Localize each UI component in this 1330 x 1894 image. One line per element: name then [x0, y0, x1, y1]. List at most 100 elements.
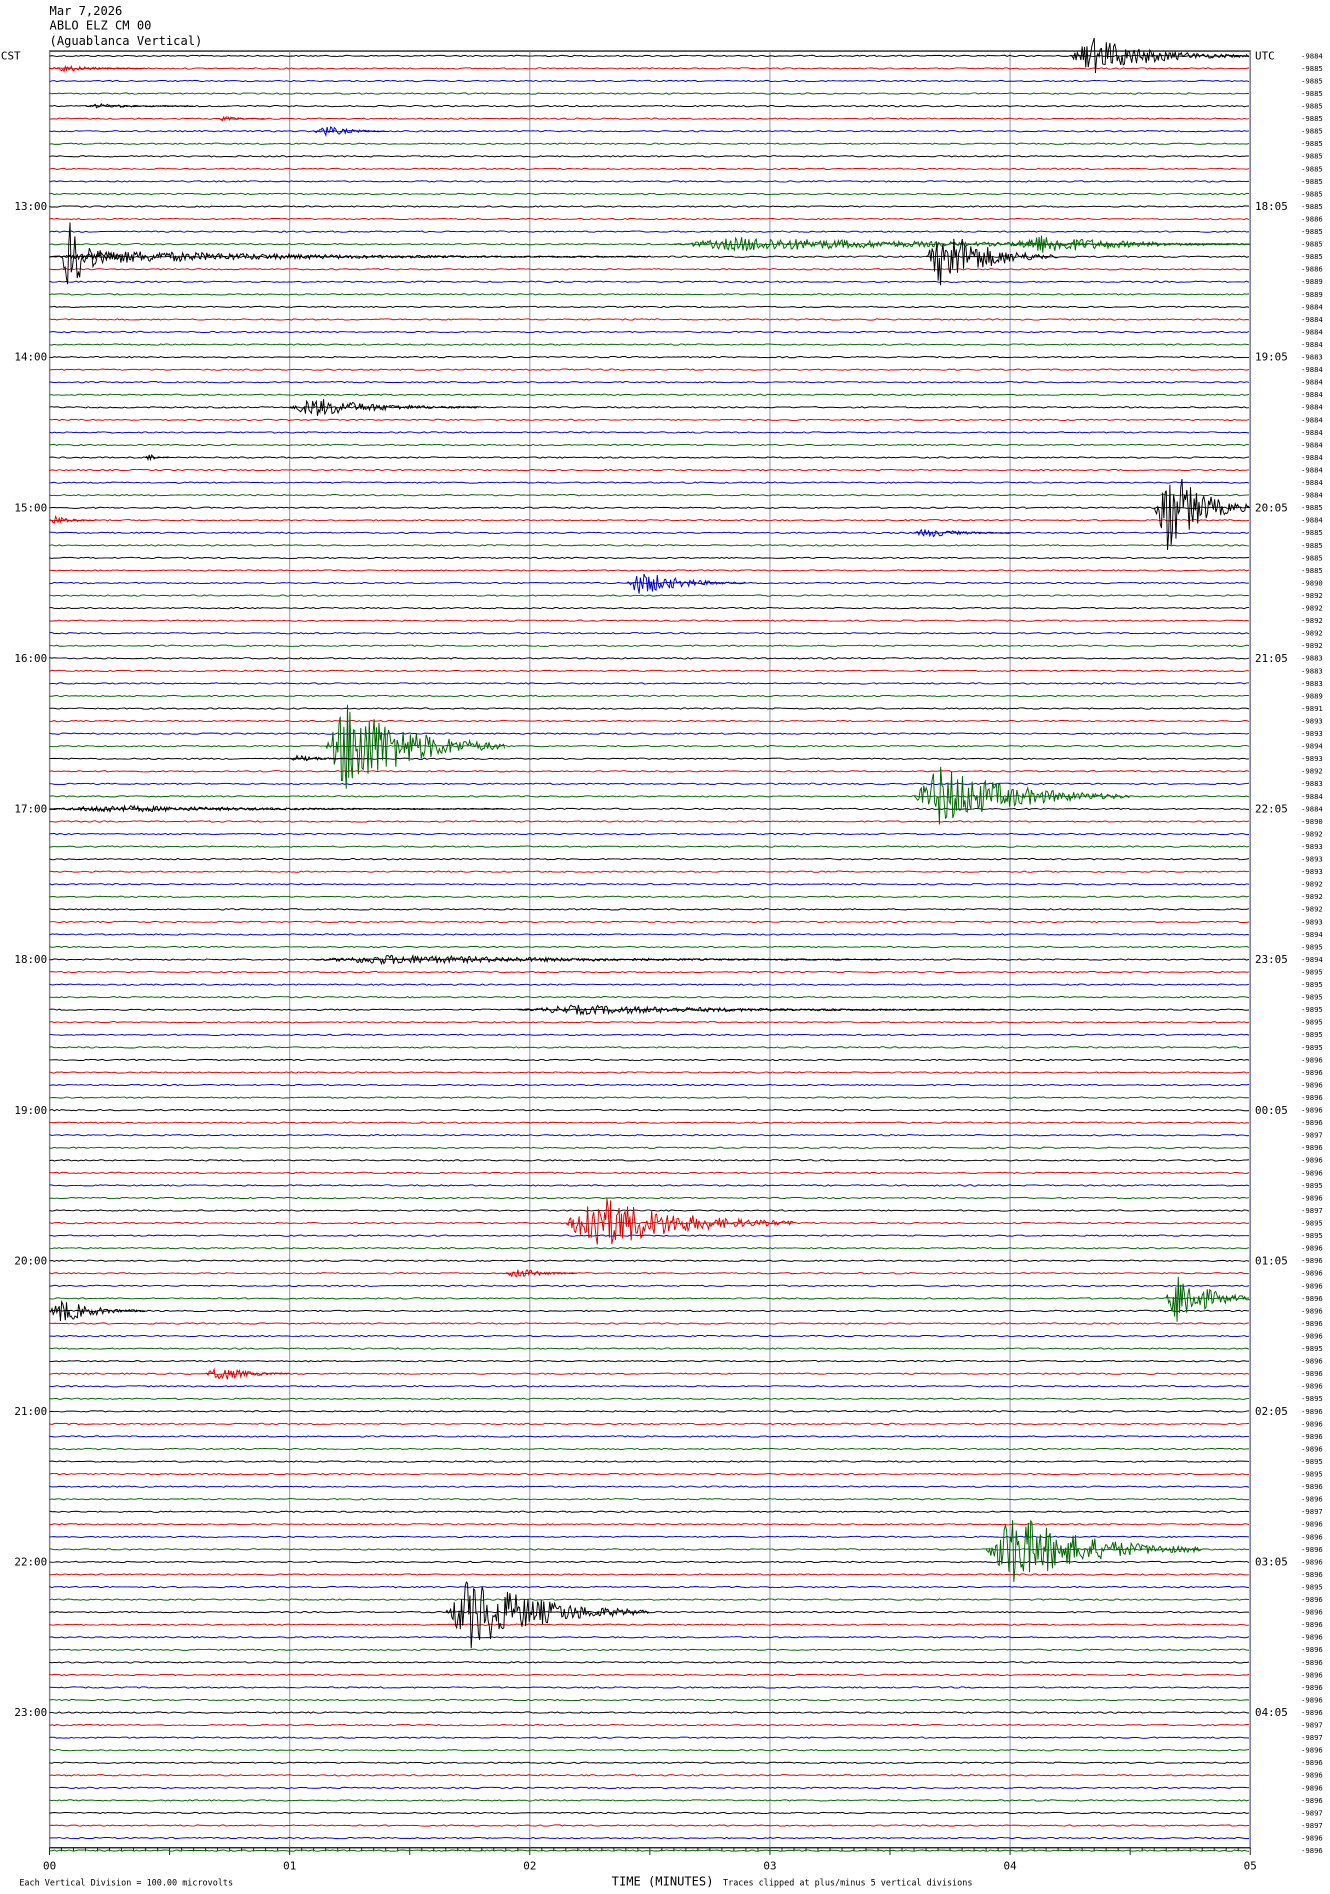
trace [49, 1447, 1250, 1451]
trace [49, 544, 1250, 547]
line-value: -9885 [1301, 202, 1323, 211]
trace [49, 1372, 1250, 1375]
trace [49, 1849, 1250, 1852]
trace [49, 167, 1250, 171]
line-value: -9895 [1301, 1043, 1323, 1052]
trace [49, 1698, 1250, 1702]
line-value: -9892 [1301, 591, 1323, 600]
cst-label: 21:00 [14, 1405, 47, 1418]
line-value: -9884 [1301, 302, 1323, 311]
line-value: -9885 [1301, 152, 1323, 161]
seismic-event [49, 250, 650, 263]
trace [49, 1058, 1250, 1062]
trace [49, 1008, 1250, 1011]
trace [49, 1146, 1250, 1149]
title-line: ABLO ELZ CM 00 [50, 18, 152, 32]
line-value: -9894 [1301, 742, 1323, 751]
trace [49, 1661, 1250, 1664]
trace [49, 1096, 1250, 1099]
trace [49, 1083, 1250, 1087]
seismic-event [61, 222, 122, 285]
trace [49, 606, 1250, 610]
cst-label: CST [1, 50, 21, 63]
trace [49, 1121, 1250, 1124]
line-value: -9896 [1301, 1118, 1323, 1127]
scale-note: Each Vertical Division = 100.00 microvol… [19, 1877, 233, 1887]
trace [49, 744, 1250, 748]
trace [49, 845, 1250, 848]
trace [49, 1523, 1250, 1526]
trace [49, 1247, 1250, 1250]
trace [49, 594, 1250, 597]
utc-label: 03:05 [1255, 1556, 1288, 1569]
trace [49, 1021, 1250, 1024]
line-value: -9896 [1301, 1846, 1323, 1855]
line-value: -9896 [1301, 1407, 1323, 1416]
line-value: -9883 [1301, 666, 1323, 675]
line-value: -9885 [1301, 102, 1323, 111]
trace [49, 556, 1250, 560]
utc-label: 20:05 [1255, 501, 1288, 514]
x-tick-label: 01 [283, 1860, 296, 1873]
line-value: -9884 [1301, 428, 1323, 437]
trace [49, 1410, 1250, 1413]
trace [49, 1221, 1250, 1225]
trace [49, 1171, 1250, 1175]
line-value: -9886 [1301, 265, 1323, 274]
trace [49, 381, 1250, 384]
line-value: -9896 [1301, 1080, 1323, 1089]
trace [49, 883, 1250, 886]
trace [49, 1623, 1250, 1626]
line-value: -9894 [1301, 930, 1323, 939]
trace [49, 1636, 1250, 1639]
trace [49, 1686, 1250, 1689]
line-value: -9884 [1301, 390, 1323, 399]
trace [49, 1485, 1250, 1488]
line-value: -9884 [1301, 465, 1323, 474]
line-value: -9896 [1301, 1294, 1323, 1303]
line-value: -9896 [1301, 1106, 1323, 1115]
trace [49, 1196, 1250, 1200]
line-value: -9889 [1301, 277, 1323, 286]
line-value: -9897 [1301, 1721, 1323, 1730]
title-line: (Aguablanca Vertical) [50, 34, 203, 48]
x-axis-label: TIME (MINUTES) [612, 1874, 714, 1888]
line-value: -9889 [1301, 691, 1323, 700]
line-value: -9884 [1301, 365, 1323, 374]
cst-label: 17:00 [14, 803, 47, 816]
line-value: -9895 [1301, 1582, 1323, 1591]
trace [49, 870, 1250, 873]
line-value: -9884 [1301, 804, 1323, 813]
trace [49, 1397, 1249, 1400]
cst-label: 16:00 [14, 652, 47, 665]
trace [49, 443, 1250, 447]
seismic-event [913, 528, 1010, 538]
trace [49, 418, 1250, 422]
line-value: -9896 [1301, 1758, 1323, 1767]
seismic-event [289, 754, 362, 762]
trace [49, 230, 1250, 233]
seismic-event [565, 1198, 794, 1245]
line-value: -9892 [1301, 629, 1323, 638]
title-line: Mar 7,2026 [50, 4, 123, 18]
trace [49, 155, 1250, 158]
utc-label: 21:05 [1255, 652, 1288, 665]
trace [49, 694, 1250, 698]
line-value: -9893 [1301, 867, 1323, 876]
trace [49, 79, 1250, 83]
trace [49, 895, 1250, 898]
line-value: -9896 [1301, 1432, 1323, 1441]
trace [49, 1535, 1250, 1539]
trace [49, 1284, 1250, 1288]
trace [49, 1159, 1250, 1162]
line-value: -9896 [1301, 1771, 1323, 1780]
line-value: -9892 [1301, 767, 1323, 776]
trace [49, 1359, 1250, 1363]
trace [49, 1033, 1250, 1036]
line-value: -9884 [1301, 415, 1323, 424]
trace [49, 644, 1250, 647]
trace [49, 343, 1250, 346]
cst-label: 15:00 [14, 501, 47, 514]
trace [49, 92, 1250, 95]
trace [49, 305, 1250, 309]
